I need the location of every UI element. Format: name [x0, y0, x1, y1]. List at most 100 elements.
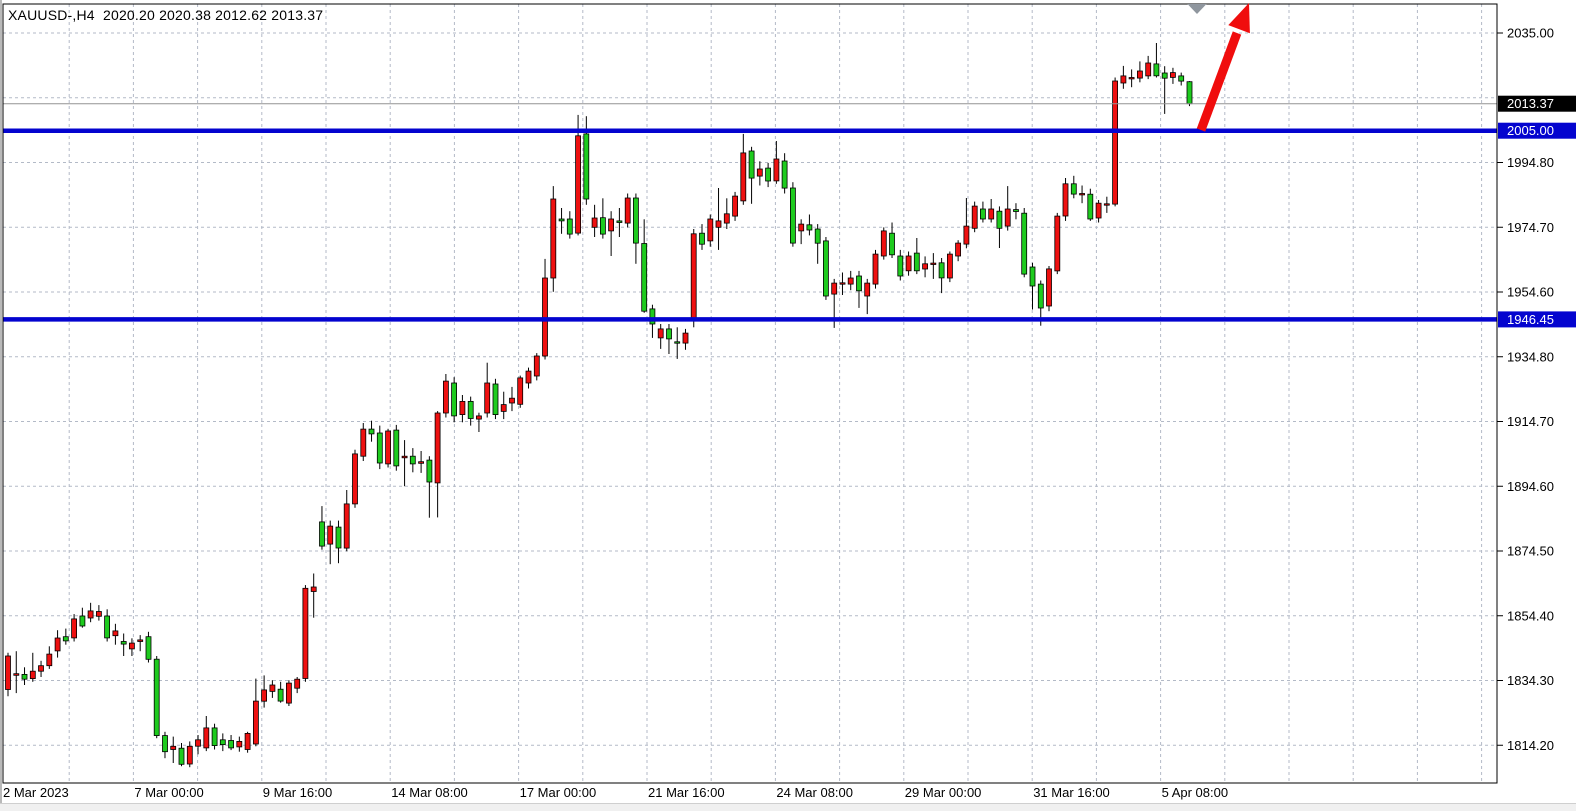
- candle-body-down: [649, 308, 656, 325]
- candle-body-up: [244, 733, 251, 750]
- candle-body-down: [1087, 193, 1094, 220]
- candle-body-down: [1070, 183, 1077, 195]
- time-axis-label: 7 Mar 00:00: [134, 785, 203, 800]
- candle-body-down: [145, 636, 152, 660]
- price-axis-label: 1874.50: [1507, 544, 1554, 559]
- candle-body-up: [773, 158, 780, 182]
- hline-price-tag-label: 1946.45: [1507, 312, 1554, 327]
- candle-body-up: [203, 727, 210, 749]
- candle-body-up: [434, 412, 441, 484]
- price-axis-label: 1954.60: [1507, 285, 1554, 300]
- candle-body-down: [938, 262, 945, 279]
- candle-body-up: [128, 642, 135, 650]
- time-axis-label: 2 Mar 2023: [3, 785, 69, 800]
- candle-body-up: [756, 168, 763, 177]
- candle-body-down: [426, 459, 433, 483]
- candles-series: [5, 43, 1193, 768]
- candle-body-up: [533, 355, 540, 377]
- time-axis-label: 9 Mar 16:00: [263, 785, 332, 800]
- candle-body-up: [1145, 62, 1152, 77]
- candle-body-down: [699, 232, 705, 245]
- candle-body-up: [542, 277, 548, 357]
- candle-body-up: [360, 428, 367, 457]
- candle-body-down: [409, 455, 416, 465]
- candle-body-down: [79, 615, 86, 627]
- price-axis-label: 1854.40: [1507, 608, 1554, 623]
- candle-body-down: [467, 400, 474, 419]
- time-axis-label: 24 Mar 08:00: [776, 785, 853, 800]
- time-axis-label: 29 Mar 00:00: [905, 785, 982, 800]
- candle-body-down: [451, 382, 458, 417]
- candle-body-down: [806, 224, 813, 231]
- candle-body-down: [211, 727, 218, 747]
- candle-body-down: [21, 674, 28, 680]
- candle-body-down: [228, 740, 235, 749]
- candle-body-up: [1128, 77, 1135, 80]
- candle-body-up: [401, 455, 408, 459]
- time-axis-label: 31 Mar 16:00: [1033, 785, 1110, 800]
- candle-body-up: [1062, 183, 1069, 217]
- candle-body-down: [1021, 212, 1028, 275]
- candle-body-down: [856, 275, 862, 292]
- candle-body-up: [285, 682, 292, 704]
- candle-body-up: [5, 655, 11, 690]
- chart-shift-marker-icon[interactable]: [1187, 4, 1207, 14]
- candle-body-down: [393, 429, 400, 467]
- candle-body-up: [385, 430, 392, 465]
- candle-body-up: [87, 610, 94, 619]
- candle-body-down: [996, 210, 1003, 229]
- candle-body-up: [46, 653, 53, 667]
- candle-body-down: [823, 240, 829, 297]
- time-axis-label: 17 Mar 00:00: [520, 785, 597, 800]
- candle-body-down: [913, 252, 920, 272]
- candle-body-down: [178, 747, 185, 765]
- candle-body-up: [707, 218, 714, 242]
- candle-body-down: [897, 255, 904, 277]
- candle-body-up: [1103, 203, 1110, 206]
- trend-arrow-head[interactable]: [1228, 3, 1250, 34]
- candle-body-up: [509, 397, 515, 404]
- candle-body-up: [475, 415, 482, 420]
- candle-body-up: [186, 745, 193, 765]
- candle-body-up: [839, 282, 846, 285]
- candle-body-down: [335, 526, 342, 549]
- price-axis-label: 1894.60: [1507, 479, 1554, 494]
- candle-body-up: [442, 380, 449, 414]
- candle-body-up: [740, 152, 747, 202]
- candle-body-down: [368, 428, 375, 435]
- candle-body-up: [1112, 80, 1118, 205]
- trend-arrow-shaft[interactable]: [1196, 31, 1242, 132]
- candle-body-down: [62, 636, 69, 642]
- candle-body-down: [1186, 81, 1193, 105]
- candle-body-up: [608, 218, 614, 232]
- candle-body-down: [492, 383, 499, 416]
- time-axis[interactable]: [0, 784, 1576, 804]
- candle-body-up: [252, 700, 259, 745]
- price-axis-label: 1994.80: [1507, 155, 1554, 170]
- candle-body-up: [963, 225, 970, 245]
- time-axis-label: 5 Apr 08:00: [1162, 785, 1229, 800]
- price-axis-label: 1814.20: [1507, 738, 1554, 753]
- candle-body-up: [682, 332, 689, 344]
- candle-body-down: [104, 615, 110, 639]
- candle-body-up: [236, 741, 243, 748]
- candle-body-up: [723, 213, 730, 224]
- candle-body-up: [112, 630, 119, 637]
- candle-body-down: [277, 688, 284, 702]
- hline-price-tag: [1498, 122, 1576, 139]
- window-left-edge: [0, 0, 2, 811]
- candle-body-down: [616, 220, 623, 223]
- price-axis-label: 2035.00: [1507, 26, 1554, 41]
- candle-body-up: [955, 242, 961, 257]
- candle-body-down: [1037, 283, 1044, 309]
- candle-body-down: [219, 739, 226, 745]
- horizontal-scrollbar-area[interactable]: [0, 803, 1576, 811]
- candle-body-up: [13, 673, 20, 676]
- candle-body-up: [715, 220, 722, 228]
- candle-body-up: [1120, 75, 1127, 84]
- symbol-ohlc-title: XAUUSD-,H4 2020.20 2020.38 2012.62 2013.…: [8, 7, 324, 23]
- candle-body-down: [765, 167, 771, 182]
- candle-body-down: [1013, 209, 1019, 212]
- candle-body-up: [690, 233, 697, 322]
